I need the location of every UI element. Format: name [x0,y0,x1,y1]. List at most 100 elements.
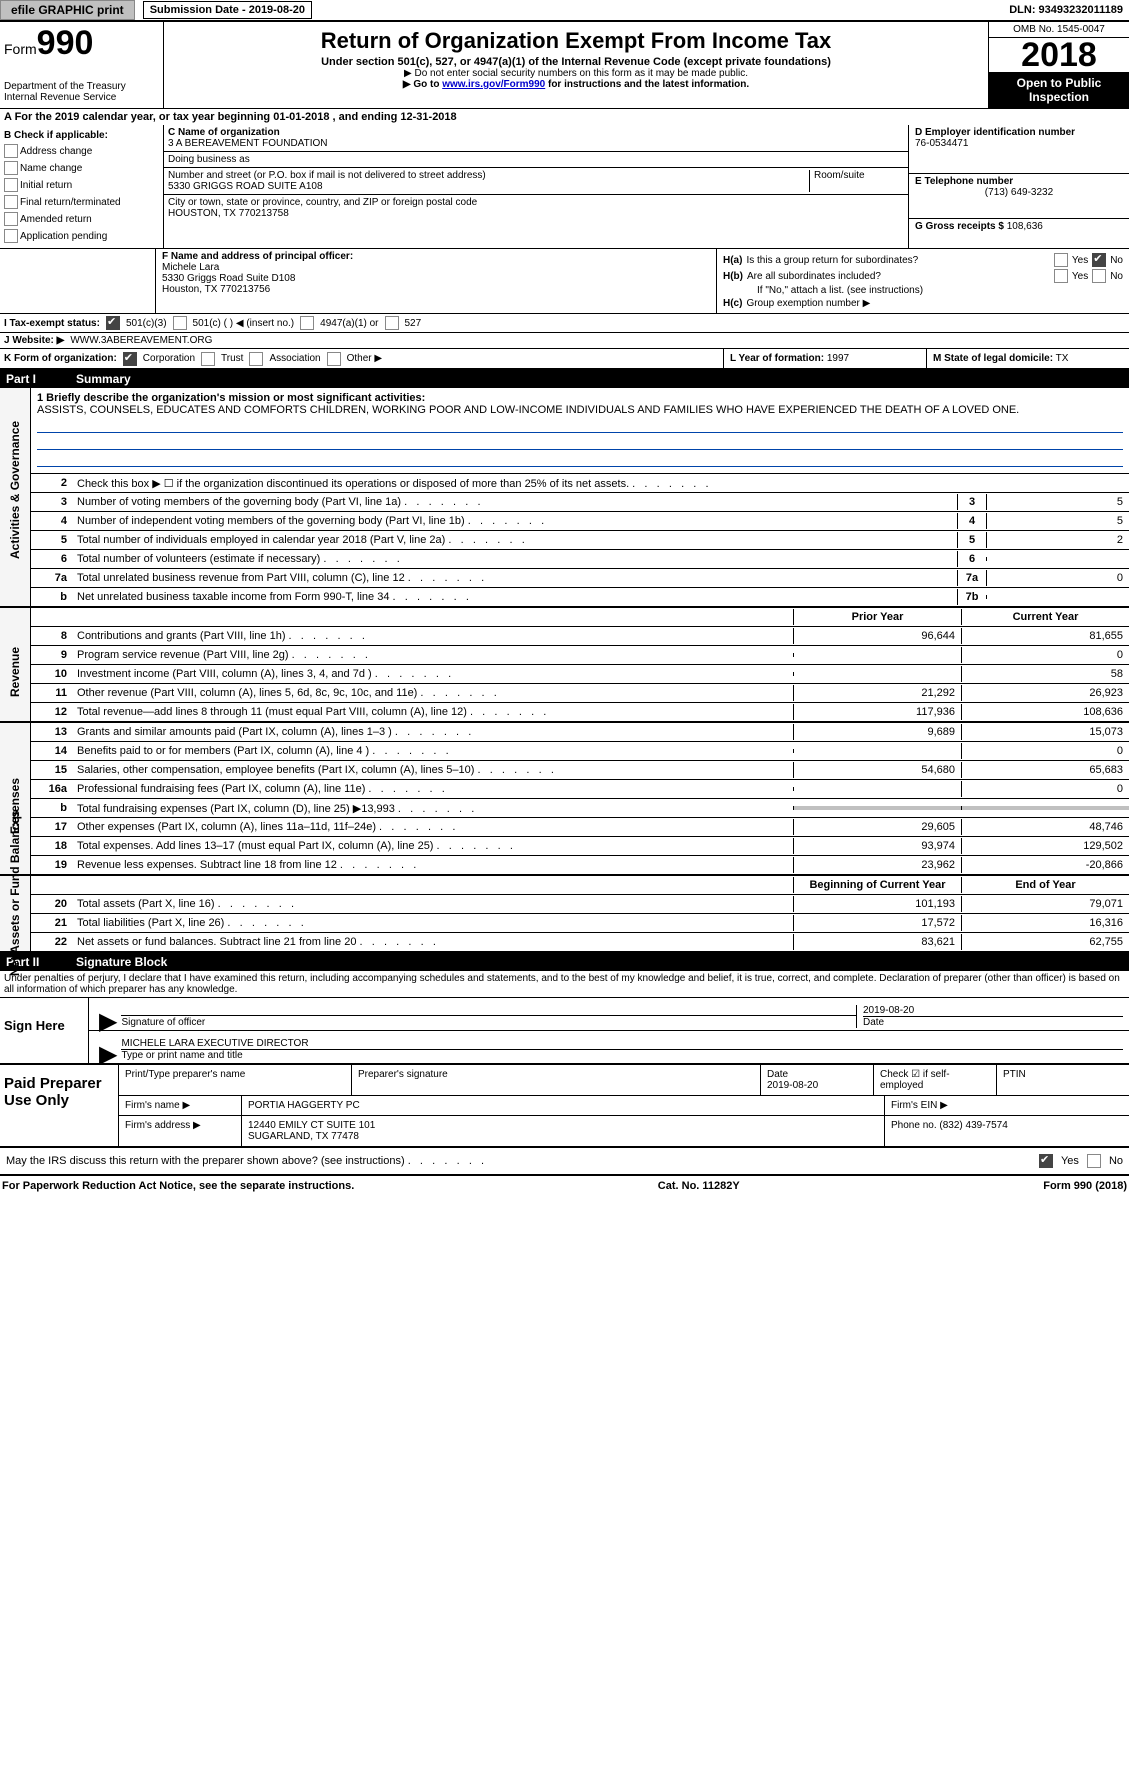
checkbox-amended[interactable] [4,212,18,226]
form990-link[interactable]: www.irs.gov/Form990 [442,79,545,90]
opt-501c: 501(c) ( ) ◀ (insert no.) [193,318,295,329]
checkbox-527[interactable] [385,316,399,330]
open-public-badge: Open to Public Inspection [989,72,1129,108]
opt-address-change: Address change [20,146,92,157]
section-net-assets: Net Assets or Fund Balances Beginning of… [0,876,1129,953]
checkbox-trust[interactable] [201,352,215,366]
table-row: 14Benefits paid to or for members (Part … [31,742,1129,761]
tax-year-begin: 01-01-2018 [273,111,329,123]
perjury-text: Under penalties of perjury, I declare th… [0,971,1129,998]
checkbox-initial-return[interactable] [4,178,18,192]
note2-prefix: ▶ Go to [403,79,442,90]
part1-title: Summary [76,372,131,386]
checkbox-501c[interactable] [173,316,187,330]
l-label: L Year of formation: [730,353,824,364]
checkbox-name-change[interactable] [4,161,18,175]
checkbox-other[interactable] [327,352,341,366]
checkbox-ha-yes[interactable] [1054,253,1068,267]
checkbox-final-return[interactable] [4,195,18,209]
checkbox-discuss-no[interactable] [1087,1154,1101,1168]
hb-note: If "No," attach a list. (see instruction… [723,285,1123,296]
header-block-fh: F Name and address of principal officer:… [0,249,1129,314]
part1-header: Part I Summary [0,370,1129,388]
arrow-icon: ▶ [95,1049,121,1061]
table-row: 20Total assets (Part X, line 16)101,1937… [31,895,1129,914]
table-row: 16aProfessional fundraising fees (Part I… [31,780,1129,799]
table-row: 6Total number of volunteers (estimate if… [31,550,1129,569]
i-label: I Tax-exempt status: [4,318,100,329]
form-title: Return of Organization Exempt From Incom… [168,28,984,54]
ptin-hdr: PTIN [997,1065,1129,1095]
table-row: 13Grants and similar amounts paid (Part … [31,723,1129,742]
opt-other: Other ▶ [347,353,382,364]
c-name-label: C Name of organization [168,127,904,138]
sign-date: 2019-08-20 [863,1005,1123,1016]
firm-ein-label: Firm's EIN ▶ [885,1096,1129,1115]
hdr-end-year: End of Year [961,877,1129,893]
officer-city: Houston, TX 770213756 [162,284,710,295]
line-a-prefix: A For the 2019 calendar year, or tax yea… [4,111,273,123]
sig-officer-label: Signature of officer [121,1015,856,1028]
footer-left: For Paperwork Reduction Act Notice, see … [2,1180,354,1192]
table-row: 3Number of voting members of the governi… [31,493,1129,512]
checkbox-501c3[interactable] [106,316,120,330]
firm-name: PORTIA HAGGERTY PC [242,1096,885,1115]
g-label: G Gross receipts $ [915,221,1004,232]
checkbox-address-change[interactable] [4,144,18,158]
hdr-prior-year: Prior Year [793,609,961,625]
firm-name-label: Firm's name ▶ [119,1096,242,1115]
opt-527: 527 [405,318,422,329]
state-domicile: TX [1056,353,1069,364]
form-header: Form990 Department of the Treasury Inter… [0,22,1129,109]
table-row: 19Revenue less expenses. Subtract line 1… [31,856,1129,874]
table-row: bNet unrelated business taxable income f… [31,588,1129,606]
note2-suffix: for instructions and the latest informat… [545,79,749,90]
officer-name: Michele Lara [162,262,710,273]
table-row: 8Contributions and grants (Part VIII, li… [31,627,1129,646]
self-employed-check: Check ☑ if self-employed [874,1065,997,1095]
sign-date-label: Date [863,1016,1123,1028]
table-row: 10Investment income (Part VIII, column (… [31,665,1129,684]
paid-preparer-label: Paid Preparer Use Only [0,1065,119,1146]
tax-year-end: 12-31-2018 [400,111,456,123]
section-expenses: Expenses 13Grants and similar amounts pa… [0,723,1129,876]
checkbox-hb-no[interactable] [1092,269,1106,283]
b-label: B Check if applicable: [4,130,159,141]
efile-button[interactable]: efile GRAPHIC print [0,0,135,20]
table-row: 4Number of independent voting members of… [31,512,1129,531]
prep-name-hdr: Print/Type preparer's name [119,1065,352,1095]
part2-title: Signature Block [76,955,167,969]
checkbox-discuss-yes[interactable] [1039,1154,1053,1168]
e-label: E Telephone number [915,176,1123,187]
form-note-ssn: ▶ Do not enter social security numbers o… [168,68,984,79]
checkbox-ha-no[interactable] [1092,253,1106,267]
table-row: 21Total liabilities (Part X, line 26)17,… [31,914,1129,933]
top-bar: efile GRAPHIC print Submission Date - 20… [0,0,1129,22]
checkbox-pending[interactable] [4,229,18,243]
f-label: F Name and address of principal officer: [162,251,710,262]
checkbox-hb-yes[interactable] [1054,269,1068,283]
hdr-current-year: Current Year [961,609,1129,625]
name-title-label: Type or print name and title [121,1049,1123,1061]
opt-initial: Initial return [20,180,72,191]
prep-date-hdr: Date [767,1069,867,1080]
section-governance: Activities & Governance 1 Briefly descri… [0,388,1129,608]
ha-label: H(a) [723,255,742,266]
hdr-begin-year: Beginning of Current Year [793,877,961,893]
checkbox-corp[interactable] [123,352,137,366]
hc-text: Group exemption number ▶ [746,298,870,309]
firm-addr2: SUGARLAND, TX 77478 [248,1131,878,1142]
gov-label: Activities & Governance [8,449,22,559]
table-row: 15Salaries, other compensation, employee… [31,761,1129,780]
checkbox-assoc[interactable] [249,352,263,366]
tax-year: 2018 [989,38,1129,72]
table-row: 22Net assets or fund balances. Subtract … [31,933,1129,951]
arrow-icon: ▶ [95,1016,121,1028]
opt-4947: 4947(a)(1) or [320,318,378,329]
officer-name-title: MICHELE LARA EXECUTIVE DIRECTOR [121,1038,1123,1049]
footer: For Paperwork Reduction Act Notice, see … [0,1176,1129,1196]
form-subtitle: Under section 501(c), 527, or 4947(a)(1)… [168,56,984,68]
row-k: K Form of organization: Corporation Trus… [0,349,724,368]
checkbox-4947[interactable] [300,316,314,330]
phone-label: Phone no. [891,1120,937,1131]
